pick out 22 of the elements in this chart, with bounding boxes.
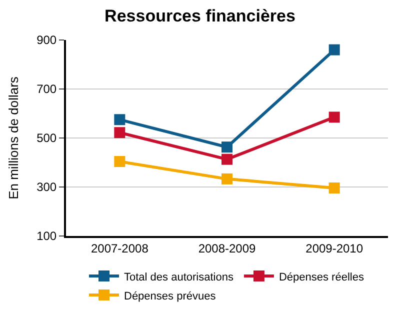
point [222,173,232,184]
point [328,182,340,194]
point [114,156,126,168]
legend-label: Dépenses prévues [124,290,216,302]
y-tick-label: 100 [36,229,57,244]
chart-title: Ressources financières [104,6,296,26]
point [222,154,232,165]
y-axis-title: En millions de dollars [6,76,22,200]
x-tick-label: 2007-2008 [90,241,149,256]
y-tick-label: 700 [36,82,57,96]
point [222,142,232,153]
y-tick-label: 900 [36,33,57,48]
y-tick-label: 300 [36,180,57,194]
point [328,44,340,56]
x-tick-label: 2009-2010 [306,241,364,256]
x-tick-label: 2008-2009 [198,241,256,256]
legend-label: Dépenses réelles [278,271,364,284]
legend-label: Total des autorisations [124,271,234,284]
y-tick-label: 500 [36,131,57,146]
point [114,127,126,138]
point [114,114,126,126]
point [328,112,340,123]
